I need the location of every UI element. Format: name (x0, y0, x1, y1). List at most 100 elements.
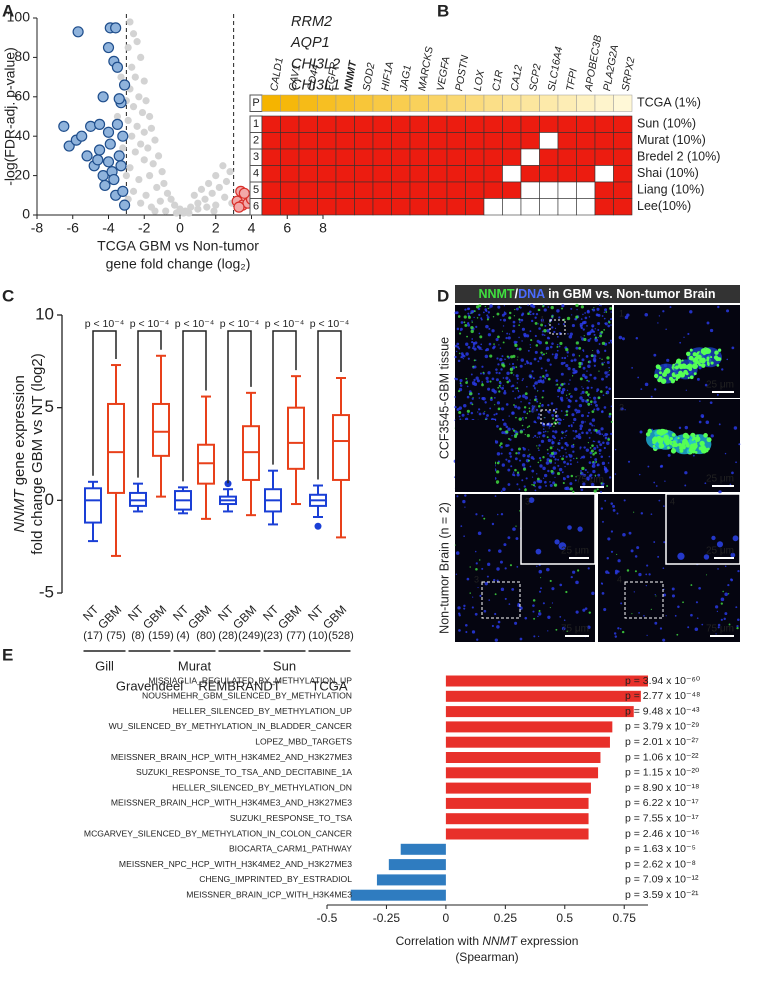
nucleus (685, 389, 687, 391)
nucleus (726, 358, 729, 361)
nucleus (568, 335, 573, 339)
nucleus (628, 531, 632, 535)
nnmt-signal (515, 452, 518, 455)
bar (400, 843, 446, 855)
nnmt-signal (472, 397, 474, 399)
point (129, 187, 138, 195)
nucleus (549, 481, 551, 483)
cell (520, 165, 540, 183)
nucleus (534, 388, 536, 390)
nnmt-signal (467, 315, 471, 319)
nnmt-signal (557, 443, 560, 445)
nucleus (540, 587, 542, 590)
nucleus (481, 381, 484, 383)
nucleus (655, 485, 658, 487)
nucleus (454, 405, 457, 409)
nucleus (554, 355, 558, 360)
nucleus (606, 390, 609, 393)
nucleus (607, 373, 610, 376)
nucleus (549, 345, 553, 349)
box (332, 414, 350, 481)
header-cell (594, 94, 614, 112)
nucleus (507, 336, 511, 340)
nucleus (566, 389, 569, 392)
nucleus (560, 399, 564, 402)
nnmt-signal (655, 364, 661, 370)
nnmt-signal (699, 440, 705, 447)
nucleus (463, 404, 467, 408)
point (144, 144, 152, 152)
nucleus (567, 424, 571, 428)
nucleus (580, 456, 583, 459)
point (149, 160, 157, 168)
point (118, 199, 131, 211)
nucleus (513, 340, 517, 344)
point (124, 43, 132, 52)
nucleus (521, 327, 526, 331)
nnmt-signal (565, 348, 569, 352)
cell (539, 198, 559, 216)
nucleus (598, 304, 601, 307)
nucleus (549, 483, 553, 488)
y-tick-label: 60 (14, 88, 30, 104)
nnmt-signal (580, 472, 582, 474)
nnmt-signal (597, 396, 601, 400)
nucleus (570, 444, 575, 449)
nucleus (534, 316, 537, 319)
nnmt-signal (598, 370, 600, 372)
nucleus (674, 614, 677, 617)
nucleus (519, 459, 522, 462)
nucleus (498, 372, 501, 375)
nucleus (579, 446, 582, 449)
nucleus (563, 356, 567, 360)
nucleus (539, 464, 543, 468)
y-tick-label: 0 (45, 490, 54, 509)
nucleus (537, 431, 541, 435)
count-label: (23) (263, 630, 283, 642)
gene-label: RRM2 (291, 14, 332, 30)
cell (409, 165, 429, 183)
nucleus (537, 360, 540, 363)
nnmt-signal (522, 467, 526, 471)
nucleus (514, 397, 517, 400)
point (201, 195, 209, 203)
nucleus (515, 307, 519, 311)
nucleus (598, 343, 601, 345)
nucleus (486, 380, 490, 383)
x-axis-label: Correlation with NNMT expression (396, 934, 579, 948)
nucleus (532, 377, 535, 380)
nucleus (567, 366, 571, 371)
nnmt-signal (587, 442, 589, 444)
y-axis-label: fold change GBM vs NT (log2) (29, 353, 46, 554)
p-value-label: p < 10⁻⁴ (130, 318, 170, 330)
nnmt-signal (703, 433, 708, 438)
nucleus (717, 623, 721, 627)
nucleus (554, 462, 557, 464)
cell (446, 165, 466, 183)
nnmt-signal (537, 404, 541, 408)
nucleus (653, 541, 656, 543)
nnmt-signal (578, 361, 582, 366)
nucleus (563, 460, 566, 464)
nucleus (677, 552, 685, 560)
gene-column-label: HIF1A (379, 61, 396, 92)
nucleus (518, 488, 521, 491)
inset-number: 4 (617, 574, 622, 584)
nucleus (631, 367, 633, 369)
point (104, 138, 116, 150)
nucleus (529, 399, 531, 401)
cell (465, 132, 485, 150)
cell (261, 115, 281, 133)
nucleus (497, 305, 501, 309)
nucleus (522, 394, 526, 398)
inset-number: 3 (474, 574, 479, 584)
nnmt-signal (685, 372, 689, 376)
point (190, 191, 198, 199)
nnmt-signal (706, 574, 708, 576)
nnmt-signal (578, 355, 581, 357)
nucleus (566, 397, 568, 399)
nucleus (464, 623, 468, 627)
row-name: Shai (10%) (637, 166, 699, 180)
nnmt-signal (616, 553, 618, 555)
x-tick-label: 2 (212, 220, 220, 236)
